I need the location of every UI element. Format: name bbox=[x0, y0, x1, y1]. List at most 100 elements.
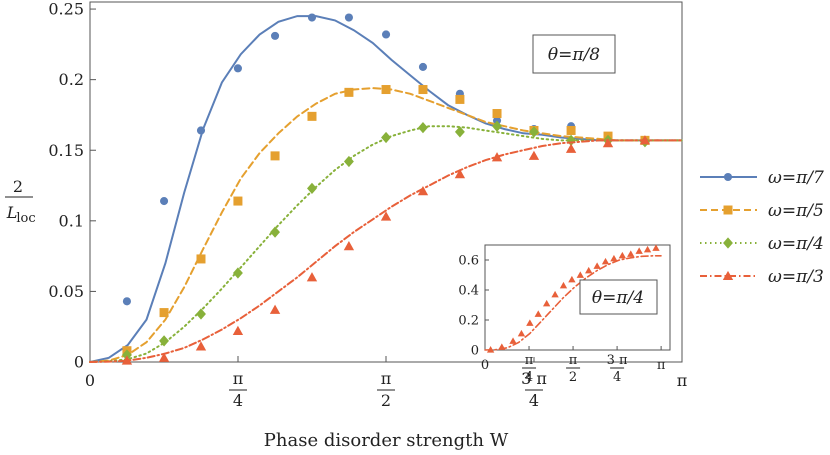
inset-annotation-box bbox=[579, 279, 658, 315]
main-annotation-box bbox=[532, 34, 616, 74]
data-point bbox=[121, 355, 133, 365]
x-tick-denominator: 4 bbox=[529, 391, 539, 410]
y-label-subscript: loc bbox=[16, 211, 35, 226]
data-point bbox=[491, 152, 503, 162]
data-point bbox=[418, 62, 428, 71]
data-point bbox=[232, 267, 243, 279]
data-point bbox=[381, 85, 391, 95]
inset-data-point bbox=[526, 319, 534, 326]
data-point bbox=[380, 211, 392, 221]
y-label-denominator: L bbox=[6, 203, 18, 222]
inset-data-point bbox=[643, 245, 652, 253]
y-tick-label: 0 bbox=[74, 353, 84, 372]
y-tick-label: 0.1 bbox=[59, 211, 84, 230]
data-point bbox=[307, 182, 317, 194]
inset-data-point bbox=[576, 271, 584, 278]
inset-data-point bbox=[517, 329, 526, 337]
data-point bbox=[344, 13, 353, 22]
main-annotation: θ=π/8 bbox=[548, 45, 600, 65]
legend-marker-2 bbox=[723, 205, 733, 215]
inset-data-point bbox=[610, 254, 618, 262]
data-point bbox=[269, 304, 281, 314]
data-point bbox=[122, 297, 131, 306]
inset-series-line-1 bbox=[484, 255, 662, 351]
data-point bbox=[233, 196, 243, 206]
data-point bbox=[454, 126, 465, 138]
legend-label-1: ω=π/7 bbox=[768, 168, 824, 188]
x-tick-numerator: π bbox=[233, 369, 244, 388]
x-tick-denominator: 2 bbox=[381, 391, 391, 410]
data-point bbox=[565, 143, 577, 153]
data-point bbox=[343, 241, 355, 251]
legend-marker-4 bbox=[722, 270, 734, 281]
data-point bbox=[270, 31, 280, 40]
data-point bbox=[639, 135, 651, 145]
data-point bbox=[159, 335, 170, 347]
data-point bbox=[233, 64, 242, 73]
data-point bbox=[232, 325, 244, 335]
y-tick-label: 0.2 bbox=[59, 70, 84, 89]
data-point bbox=[381, 30, 391, 39]
data-point bbox=[196, 308, 206, 320]
inset-data-point bbox=[559, 281, 568, 289]
inset-x-tick-label: 0 bbox=[481, 358, 489, 373]
data-point bbox=[528, 150, 540, 160]
inset-data-point bbox=[593, 262, 601, 269]
data-point bbox=[307, 111, 317, 121]
inset-x-tick-denominator: 4 bbox=[525, 370, 533, 385]
inset-data-point bbox=[568, 275, 576, 283]
legend-label-2: ω=π/5 bbox=[768, 201, 824, 221]
data-point bbox=[158, 352, 170, 362]
data-point bbox=[160, 197, 169, 206]
inset-data-point bbox=[498, 343, 506, 350]
inset-data-point bbox=[601, 257, 610, 265]
data-point bbox=[307, 13, 317, 22]
inset-frame bbox=[484, 244, 671, 351]
inset-data-point bbox=[627, 250, 635, 257]
inset-data-point bbox=[618, 251, 627, 259]
data-point bbox=[529, 126, 539, 138]
data-point bbox=[196, 126, 206, 135]
inset-x-tick-denominator: 4 bbox=[613, 370, 621, 385]
inset-y-tick-label: 0.6 bbox=[458, 254, 479, 269]
data-point bbox=[343, 155, 354, 168]
inset-data-point bbox=[652, 244, 660, 251]
x-axis-label: Phase disorder strength W bbox=[264, 430, 509, 451]
x-tick-label: 0 bbox=[85, 371, 95, 390]
inset-data-point bbox=[635, 247, 643, 254]
data-point bbox=[306, 272, 318, 282]
data-point bbox=[196, 254, 206, 264]
data-point bbox=[270, 226, 280, 238]
data-point bbox=[159, 308, 169, 318]
legend: ω=π/7 ω=π/5 ω=π/4 ω=π/3 bbox=[700, 168, 824, 287]
data-point bbox=[121, 349, 132, 361]
data-point bbox=[566, 125, 576, 135]
legend-marker-3 bbox=[723, 237, 733, 249]
x-tick-label: π bbox=[677, 371, 688, 390]
inset-x-tick-denominator: 2 bbox=[569, 370, 577, 385]
data-point bbox=[454, 169, 466, 179]
inset-data-point bbox=[486, 346, 495, 353]
inset-y-tick-label: 0.4 bbox=[458, 284, 479, 299]
data-point bbox=[344, 87, 354, 97]
inset-data-point bbox=[585, 266, 593, 274]
inset-data-point bbox=[534, 310, 542, 317]
legend-label-4: ω=π/3 bbox=[768, 267, 824, 287]
x-tick-numerator: 3 π bbox=[521, 369, 547, 388]
inset-y-tick-label: 0.2 bbox=[458, 314, 479, 329]
data-point bbox=[270, 151, 280, 161]
data-point bbox=[492, 109, 502, 119]
data-point bbox=[381, 131, 391, 144]
legend-label-3: ω=π/4 bbox=[768, 234, 824, 254]
data-point bbox=[418, 85, 428, 95]
inset-x-tick-label: π bbox=[657, 358, 666, 373]
inset-data-point bbox=[542, 299, 551, 307]
series-line-4 bbox=[89, 139, 683, 363]
inset-x-tick-numerator: π bbox=[525, 353, 534, 368]
inset-x-tick-numerator: 3 π bbox=[607, 353, 628, 368]
y-label-numerator: 2 bbox=[13, 177, 23, 196]
legend-marker-1 bbox=[723, 172, 733, 182]
y-axis-label: 2 L loc bbox=[5, 177, 36, 226]
